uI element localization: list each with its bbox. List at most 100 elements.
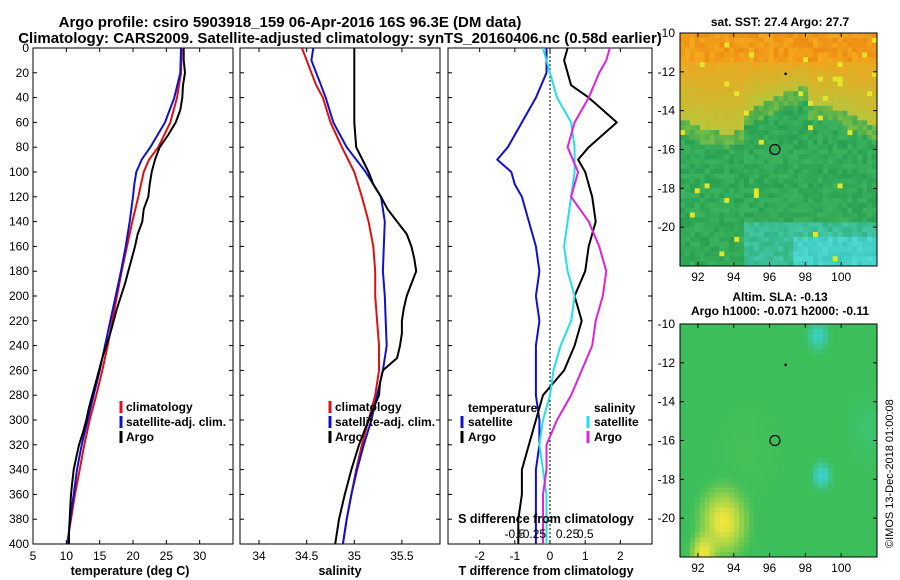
sla-cell [714,358,720,365]
sla-cell [744,482,750,488]
sla-cell [694,358,701,365]
sst-cell [862,222,868,228]
sst-cell [837,159,843,165]
sst-cell [680,62,686,68]
sla-cell [808,492,814,498]
sst-cell [867,125,873,131]
sla-cell [822,353,829,360]
y-tick-label: 320 [9,438,29,452]
sla-cell [729,512,735,518]
sla-cell [684,507,691,513]
sla-cell [684,497,691,503]
sla-cell [699,343,706,350]
sla-cell [714,388,720,394]
sst-cell [832,115,838,121]
sla-cell [852,442,858,449]
sla-cell [842,537,848,543]
sst-cell [842,115,848,121]
sst-cell [817,81,824,87]
sla-cell [827,452,834,459]
sst-cell [734,217,740,223]
sst-cell [734,139,740,146]
sla-cell [867,482,873,488]
sst-cell [862,37,868,44]
sst-cell [680,120,686,126]
sst-cell [724,154,730,160]
sst-cell [847,120,853,126]
sst-cell [808,183,814,189]
sst-cell [694,125,701,131]
sst-cell [867,105,873,112]
sst-cell [817,188,824,194]
sla-cell [778,547,784,553]
sla-cell [758,472,765,479]
sst-cell [788,52,794,58]
sla-cell [689,492,696,498]
sla-cell [872,482,877,488]
sst-cell [758,71,765,78]
sst-cell [680,256,686,262]
sst-cell [798,217,804,223]
sst-cell [837,261,843,266]
sst-cell [862,130,868,136]
sst-cell [689,227,696,233]
sst-cell [852,110,858,116]
sst-cell [803,52,809,58]
sla-cell [798,328,804,335]
sla-cell [847,363,853,370]
sst-cell [867,66,873,73]
sla-cell [827,472,834,479]
sla-cell [867,328,873,335]
sst-cell [778,222,784,228]
sla-cell [827,358,834,365]
sla-cell [827,348,834,355]
sst-cell [680,144,686,150]
sst-cell [827,241,834,247]
sla-cell [763,442,770,449]
sla-cell [699,378,706,384]
sla-cell [827,522,834,528]
sla-cell [862,477,868,484]
legend-label-argo: Argo [126,430,154,444]
sla-cell [827,438,834,444]
sst-cell [827,134,834,141]
sla-cell [832,423,838,429]
sst-cell [714,105,720,112]
sla-cell [817,343,824,350]
sla-cell [753,348,760,355]
sst-cell [763,222,770,228]
sla-cell [704,457,710,464]
sst-cell [803,91,809,97]
sst-cell [689,120,696,126]
sst-cell [832,154,838,160]
sla-cell [793,542,799,548]
sla-cell [837,373,843,379]
sst-cell [847,198,853,204]
sst-cell [689,207,696,213]
map-dot [784,72,787,76]
sla-cell [744,433,750,439]
sst-cell [827,207,834,213]
sla-cell [729,328,735,335]
sla-cell [867,393,873,399]
sla-cell [862,393,868,399]
sst-cell [857,241,863,247]
sla-cell [862,428,868,434]
sla-cell [709,343,715,350]
sst-cell [684,222,691,228]
sst-cell [808,52,814,58]
sst-cell [842,232,848,238]
sst-cell [729,42,735,48]
sst-cell [842,130,848,136]
sst-cell [793,139,799,146]
sst-cell [680,168,686,175]
sla-cell [808,423,814,429]
sst-cell [842,168,848,175]
sst-cell [852,212,858,218]
sst-cell [714,81,720,87]
sst-cell [867,232,873,238]
figure-title-line2: Climatology: CARS2009. Satellite-adjuste… [18,30,662,47]
sst-cell [704,139,710,146]
sla-cell [709,517,715,523]
sla-cell [842,324,848,330]
